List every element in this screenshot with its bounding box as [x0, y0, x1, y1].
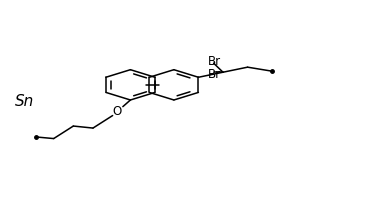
Text: Br: Br	[208, 68, 221, 81]
Text: Sn: Sn	[15, 94, 34, 108]
Text: O: O	[113, 105, 122, 118]
Text: Br: Br	[208, 55, 221, 68]
